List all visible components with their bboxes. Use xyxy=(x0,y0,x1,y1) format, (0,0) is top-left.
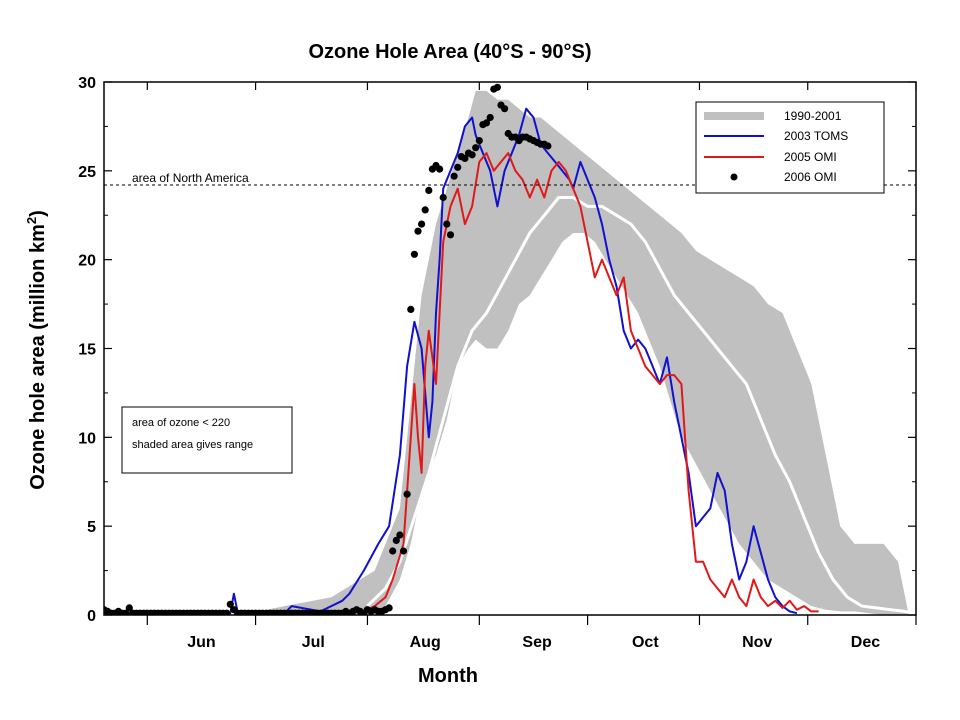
note-line-2: shaded area gives range xyxy=(132,439,253,451)
legend-box xyxy=(695,101,885,194)
series-omi2006-point xyxy=(399,547,408,555)
y-tick-label: 0 xyxy=(87,608,96,625)
legend: 1990-2001 2003 TOMS 2005 OMI 2006 OMI xyxy=(695,101,885,194)
y-axis-title-main: Ozone hole area (million km xyxy=(27,224,49,490)
series-omi2006-point xyxy=(439,193,447,202)
series-omi2006-point xyxy=(443,220,451,228)
series-omi2006-point xyxy=(501,105,509,113)
x-tick-label: Jul xyxy=(302,634,325,651)
chart-title: Ozone Hole Area (40°S - 90°S) xyxy=(308,41,591,63)
plot-area xyxy=(104,83,916,615)
series-omi2006-point xyxy=(396,531,404,539)
series-omi2006-point xyxy=(493,83,501,91)
series-omi2006-point xyxy=(407,305,415,313)
series-omi2006-point xyxy=(450,172,458,180)
series-omi2006-point xyxy=(389,547,397,555)
y-axis-title-close: ) xyxy=(27,210,49,217)
series-omi2006-point xyxy=(392,536,400,545)
series-omi2006-point xyxy=(436,165,444,173)
series-omi2006-point xyxy=(468,151,476,159)
series-omi2006-point xyxy=(226,600,234,608)
note-frame xyxy=(121,406,293,474)
y-tick-label: 5 xyxy=(87,519,96,536)
series-omi2006-point xyxy=(418,220,426,228)
series-omi2006-point xyxy=(403,490,411,498)
y-tick-label: 10 xyxy=(78,430,96,447)
series-range-mean-line xyxy=(366,196,913,615)
y-axis-title-sup: 2 xyxy=(24,217,39,224)
series-omi2006-point xyxy=(421,206,429,214)
series-omi2006-point xyxy=(414,227,422,235)
x-axis-title: Month xyxy=(418,665,478,687)
y-tick-label: 20 xyxy=(78,253,96,270)
series-omi2005-line xyxy=(363,152,819,613)
legend-swatch-omi2006 xyxy=(730,173,738,181)
x-tick-label: Jun xyxy=(187,634,215,651)
series-omi2006-point xyxy=(461,154,469,162)
series-omi2006-point xyxy=(446,231,455,239)
legend-label-toms2003: 2003 TOMS xyxy=(784,129,848,143)
series-range-band xyxy=(205,90,909,615)
x-tick-label: Dec xyxy=(851,634,880,651)
series-omi2006-point xyxy=(454,163,462,171)
legend-label-omi2005: 2005 OMI xyxy=(784,150,837,164)
y-tick-label: 25 xyxy=(78,164,96,181)
x-tick-label: Aug xyxy=(410,634,441,651)
y-axis-title: Ozone hole area (million km2) xyxy=(24,210,49,490)
series-omi2006-point xyxy=(472,144,480,152)
legend-label-range: 1990-2001 xyxy=(784,109,842,123)
note-box: area of ozone < 220 shaded area gives ra… xyxy=(121,406,293,474)
y-tick-label: 30 xyxy=(78,75,96,92)
legend-swatch-range xyxy=(704,112,764,120)
series-omi2006-point xyxy=(475,137,483,145)
reference-line-label: area of North America xyxy=(132,171,249,185)
y-tick-label: 15 xyxy=(78,342,96,359)
series-omi2006-point xyxy=(482,119,491,127)
series-omi2006-point xyxy=(486,113,494,122)
series-omi2006-point xyxy=(223,609,231,615)
series-omi2006-point xyxy=(385,604,393,612)
series-omi2006-point xyxy=(410,250,418,258)
x-tick-label: Oct xyxy=(632,634,659,651)
x-tick-label: Nov xyxy=(742,634,772,651)
note-line-1: area of ozone < 220 xyxy=(132,417,230,429)
x-tick-label: Sep xyxy=(522,634,552,651)
series-omi2006-point xyxy=(544,142,552,150)
series-omi2006-point xyxy=(425,186,433,194)
axes: 0 5 10 15 20 25 30 Jun Jul Aug Sep Oct Nov Dec xyxy=(78,75,917,651)
legend-label-omi2006: 2006 OMI xyxy=(784,170,837,184)
series-omi2006-point xyxy=(125,604,133,612)
